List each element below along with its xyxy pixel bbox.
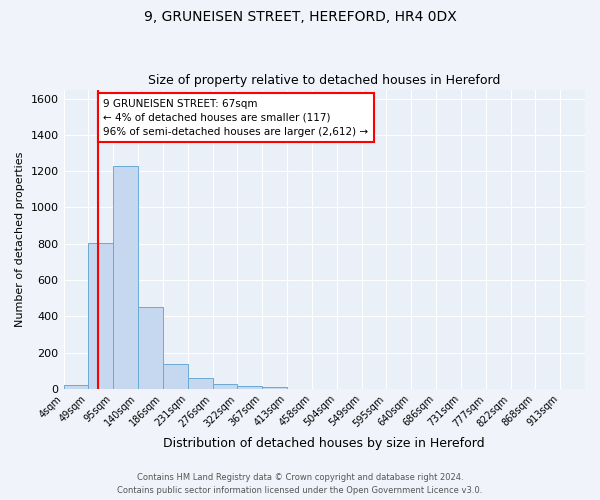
Bar — [262, 386, 287, 389]
Text: 9, GRUNEISEN STREET, HEREFORD, HR4 0DX: 9, GRUNEISEN STREET, HEREFORD, HR4 0DX — [143, 10, 457, 24]
Bar — [64, 385, 88, 389]
Y-axis label: Number of detached properties: Number of detached properties — [15, 152, 25, 327]
Text: Contains HM Land Registry data © Crown copyright and database right 2024.
Contai: Contains HM Land Registry data © Crown c… — [118, 474, 482, 495]
Bar — [188, 378, 212, 389]
Bar — [113, 166, 138, 389]
Bar — [163, 364, 188, 389]
Bar — [138, 307, 163, 389]
Text: 9 GRUNEISEN STREET: 67sqm
← 4% of detached houses are smaller (117)
96% of semi-: 9 GRUNEISEN STREET: 67sqm ← 4% of detach… — [103, 98, 368, 136]
Title: Size of property relative to detached houses in Hereford: Size of property relative to detached ho… — [148, 74, 500, 87]
Bar — [212, 384, 238, 389]
X-axis label: Distribution of detached houses by size in Hereford: Distribution of detached houses by size … — [163, 437, 485, 450]
Bar — [88, 243, 113, 389]
Bar — [238, 386, 262, 389]
